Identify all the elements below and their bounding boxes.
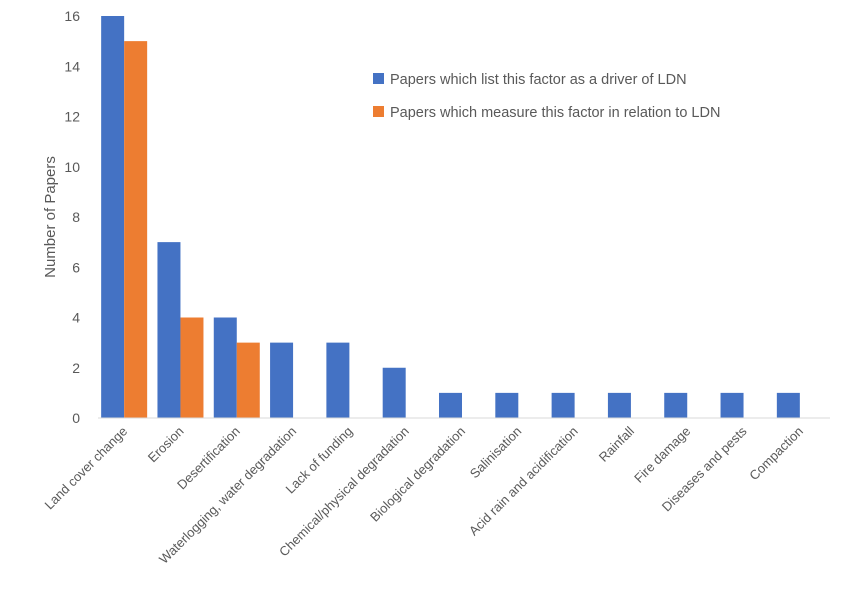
x-tick-label: Rainfall bbox=[596, 423, 637, 464]
bar-series-1 bbox=[439, 392, 462, 418]
x-tick-label: Erosion bbox=[145, 424, 187, 466]
bar-series-1 bbox=[213, 317, 237, 418]
bar-series-1 bbox=[720, 392, 744, 418]
bar-series-1 bbox=[551, 392, 575, 418]
y-tick-label: 8 bbox=[72, 209, 80, 225]
x-tick-label: Land cover change bbox=[41, 424, 130, 513]
x-tick-label: Fire damage bbox=[631, 424, 693, 486]
y-tick-label: 0 bbox=[72, 410, 80, 426]
bar-series-1 bbox=[382, 367, 406, 418]
x-tick-label: Compaction bbox=[746, 424, 806, 484]
y-tick-label: 6 bbox=[72, 259, 80, 275]
y-tick-label: 14 bbox=[64, 58, 80, 74]
bar-series-1 bbox=[776, 392, 800, 418]
legend-label: Papers which list this factor as a drive… bbox=[390, 72, 687, 88]
bar-series-2 bbox=[124, 41, 148, 418]
bar-series-1 bbox=[607, 392, 631, 418]
x-tick-label: Biological degradation bbox=[367, 424, 468, 525]
y-axis-label: Number of Papers bbox=[42, 156, 59, 278]
x-axis: Land cover change ErosionDesertificationW… bbox=[41, 423, 806, 566]
y-tick-label: 10 bbox=[64, 159, 80, 175]
bar-series-2 bbox=[236, 342, 260, 418]
y-tick-label: 2 bbox=[72, 360, 80, 376]
legend-swatch bbox=[373, 73, 384, 84]
y-tick-label: 12 bbox=[64, 109, 80, 125]
bar-series-1 bbox=[157, 242, 181, 418]
legend: Papers which list this factor as a drive… bbox=[373, 72, 720, 121]
y-tick-label: 4 bbox=[72, 310, 80, 326]
legend-swatch bbox=[373, 106, 384, 117]
bar-series-1 bbox=[495, 392, 519, 418]
y-axis: 0 2 4 6 8 10 12 14 16 bbox=[64, 8, 80, 426]
y-tick-label: 16 bbox=[64, 8, 80, 24]
bar-series-1 bbox=[101, 16, 125, 418]
bar-series-1 bbox=[270, 342, 294, 418]
bar-series-1 bbox=[664, 392, 688, 418]
bars bbox=[101, 16, 800, 418]
bar-series-1 bbox=[326, 342, 350, 418]
x-tick-label: Acid rain and acidification bbox=[466, 424, 581, 539]
x-tick-label: Salinisation bbox=[467, 424, 525, 482]
bar-series-2 bbox=[180, 317, 204, 418]
legend-label: Papers which measure this factor in rela… bbox=[390, 105, 720, 121]
